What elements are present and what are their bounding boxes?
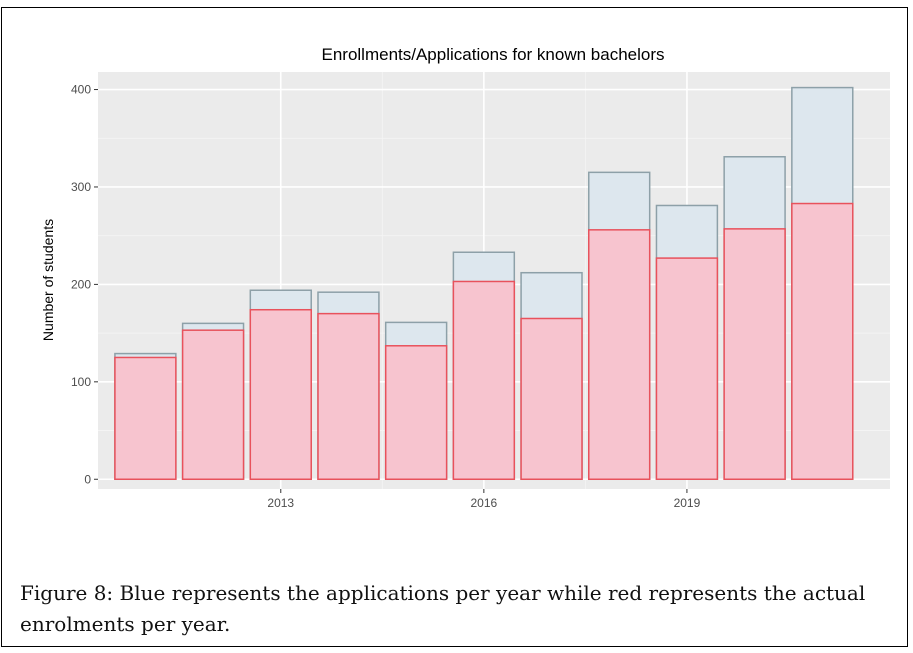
bars bbox=[114, 86, 854, 481]
enrolment-bar bbox=[452, 280, 516, 481]
enrolment-bar bbox=[114, 356, 177, 481]
x-tick-label: 2013 bbox=[267, 496, 294, 510]
enrolment-bar bbox=[791, 202, 854, 481]
y-axis: 0 100 200 300 400 bbox=[71, 83, 98, 486]
x-axis: 2013 2016 2019 bbox=[267, 489, 701, 510]
enrolment-bar bbox=[181, 329, 245, 481]
enrolment-bar bbox=[655, 257, 719, 481]
y-tick-label: 400 bbox=[71, 83, 91, 97]
bar-chart: Enrollments/Applications for known bache… bbox=[40, 45, 890, 510]
x-tick-label: 2016 bbox=[470, 496, 497, 510]
y-tick-label: 0 bbox=[84, 472, 91, 486]
y-tick-label: 100 bbox=[71, 375, 91, 389]
y-tick-label: 200 bbox=[71, 277, 91, 291]
x-tick-label: 2019 bbox=[674, 496, 701, 510]
enrolment-bar bbox=[317, 312, 380, 481]
chart-title: Enrollments/Applications for known bache… bbox=[321, 45, 664, 64]
enrolment-bar bbox=[520, 317, 583, 481]
y-axis-label: Number of students bbox=[40, 219, 56, 341]
enrolment-bar bbox=[588, 229, 651, 481]
enrolment-bar bbox=[384, 345, 448, 481]
figure-caption: Figure 8: Blue represents the applicatio… bbox=[20, 581, 866, 636]
enrolment-bar bbox=[723, 228, 786, 481]
enrolment-bar bbox=[249, 308, 312, 481]
y-tick-label: 300 bbox=[71, 180, 91, 194]
